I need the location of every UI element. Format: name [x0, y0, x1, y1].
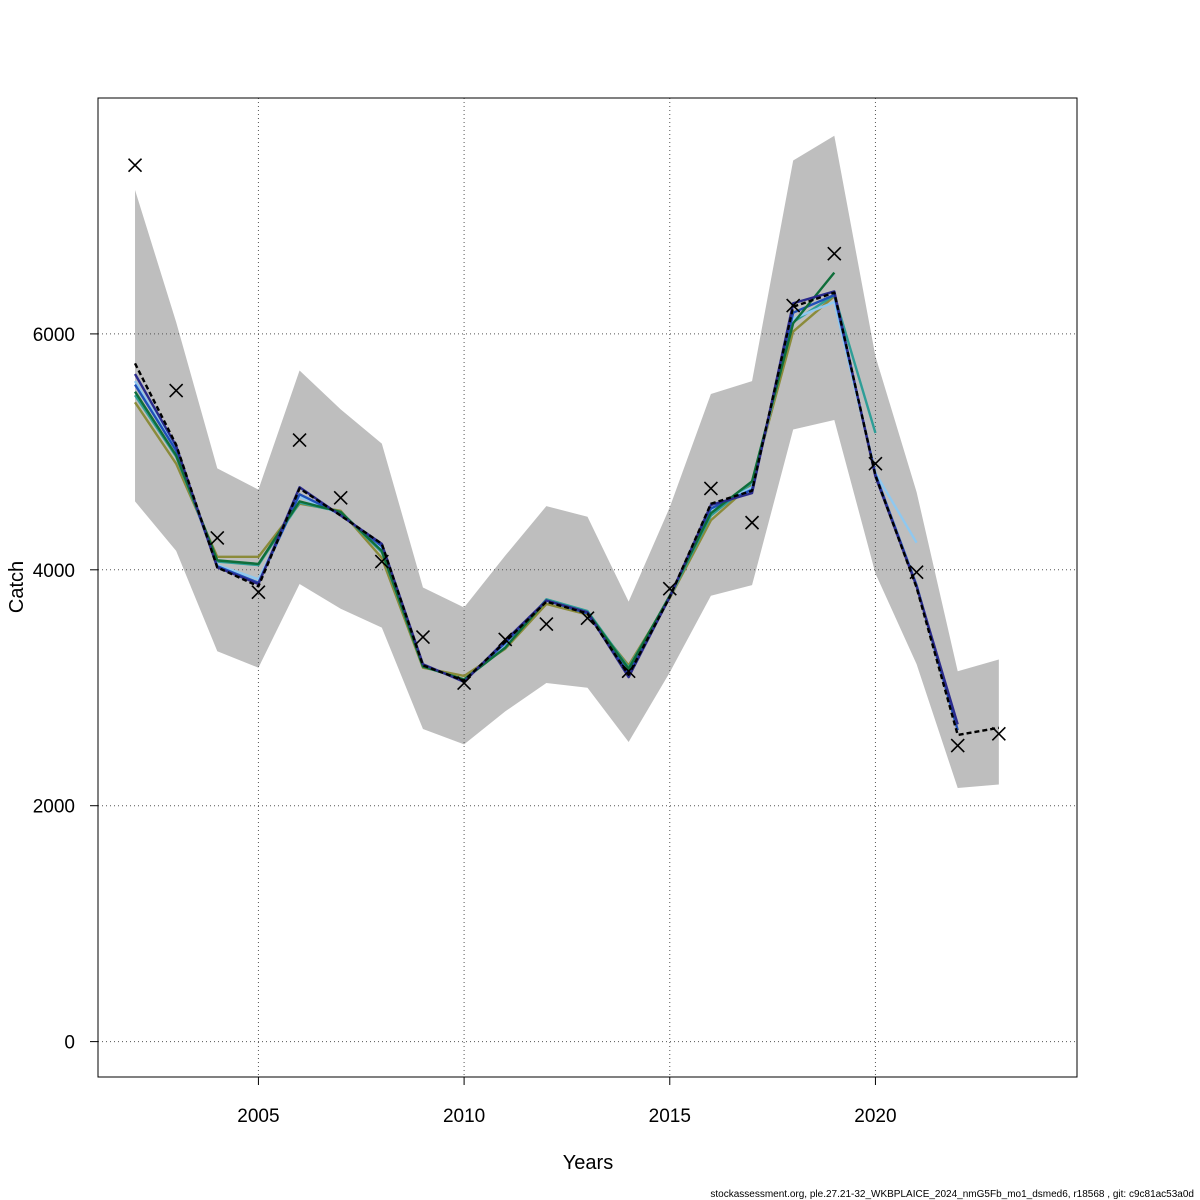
axis-layer: 2005 2010 2015 2020 0 2000 4000 6000 [33, 325, 897, 1127]
observed-point [786, 298, 801, 313]
observed-point [251, 585, 266, 600]
y-tick-label: 2000 [33, 797, 75, 818]
observed-point [950, 738, 965, 753]
x-tick-label: 2020 [854, 1106, 896, 1127]
observed-point [621, 664, 636, 679]
observed-point [539, 616, 554, 632]
observed-point [415, 629, 431, 645]
observed-point [498, 632, 513, 647]
observed-point [210, 530, 225, 546]
plot-frame [97, 97, 1078, 1078]
x-tick-label: 2015 [649, 1106, 691, 1127]
observed-point [703, 481, 718, 496]
confidence-band-layer [135, 135, 999, 789]
series-layer [133, 271, 1000, 737]
series-line-1 [133, 291, 1000, 737]
x-tick-label: 2010 [443, 1106, 485, 1127]
series-line-6 [134, 271, 836, 681]
x-tick-label: 2005 [237, 1106, 279, 1127]
observed-point [333, 490, 348, 505]
y-tick-label: 4000 [33, 561, 75, 582]
y-tick-label: 6000 [33, 325, 75, 346]
x-axis-title: Years [563, 1152, 613, 1174]
confidence-band [135, 135, 999, 789]
observed-point [580, 611, 595, 626]
y-tick-label: 0 [64, 1033, 75, 1054]
observed-point [909, 565, 924, 580]
observed-point [744, 515, 760, 530]
observed-point [662, 581, 677, 596]
footer-caption: stockassessment.org, ple.27.21-32_WKBPLA… [710, 1189, 1194, 1200]
observed-point [374, 554, 389, 569]
observed-point [292, 432, 307, 448]
observed-point [127, 158, 143, 173]
observed-point [457, 675, 472, 691]
series-line-7 [133, 290, 959, 725]
observed-points-layer [127, 158, 1006, 753]
observed-point [991, 726, 1006, 741]
y-axis-title: Catch [6, 561, 28, 613]
observed-point [868, 456, 883, 471]
observed-point [169, 383, 184, 398]
observed-point [827, 246, 842, 261]
